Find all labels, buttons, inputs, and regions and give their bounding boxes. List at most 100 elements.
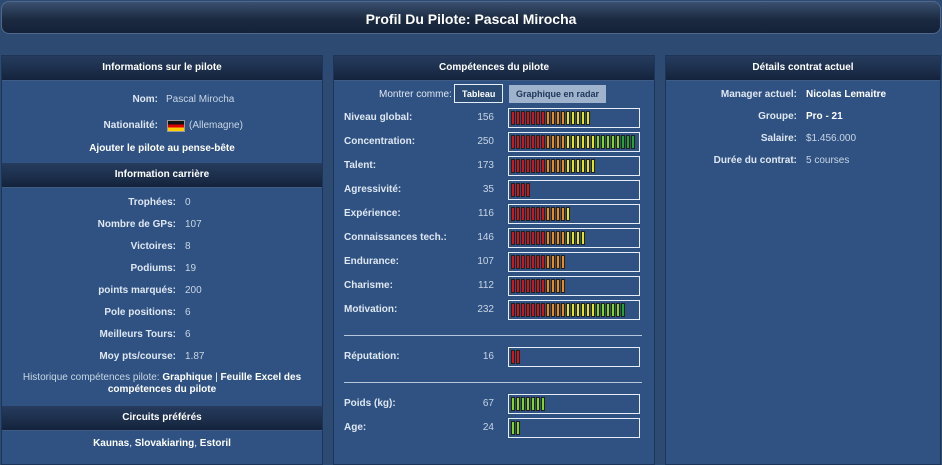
skill-bar-segment [531, 135, 535, 149]
skill-bar-segment [566, 111, 570, 125]
skill-bar-segment [521, 183, 525, 197]
skill-value: 16 [482, 351, 494, 362]
skill-bar-segment [526, 207, 530, 221]
skills-panel: Compétences du pilote Montrer comme: Tab… [333, 55, 655, 465]
contract-label: Groupe: [758, 111, 797, 122]
skill-bar-segment [511, 231, 515, 245]
tab-radar[interactable]: Graphique en radar [509, 85, 607, 103]
skill-bar-segment [511, 397, 515, 411]
skill-row: Charisme: 112 [334, 276, 654, 298]
circuit-sep: , [129, 438, 135, 449]
skill-bar-segment [546, 159, 550, 173]
nationality-value: (Allemagne) [189, 120, 243, 131]
skill-bar-segment [561, 303, 565, 317]
nationality-row: Nationalité: (Allemagne) [2, 120, 322, 134]
history-excel-link[interactable]: Feuille Excel des compétences du pilote [107, 372, 302, 395]
skill-bar-segment [526, 303, 530, 317]
skill-bar-segment [556, 111, 560, 125]
skill-label: Motivation: [344, 304, 398, 315]
skill-row: Motivation: 232 [334, 300, 654, 322]
skill-bar [508, 108, 640, 128]
skill-bar-segment [576, 159, 580, 173]
skill-bar-segment [536, 135, 540, 149]
skill-label: Concentration: [344, 136, 416, 147]
skill-bar-segment [546, 279, 550, 293]
career-label: Moy pts/course: [99, 351, 176, 362]
contract-row: Manager actuel: Nicolas Lemaitre [666, 89, 940, 103]
skill-bar-segment [546, 303, 550, 317]
skill-bar-segment [551, 207, 555, 221]
skill-bar [508, 394, 640, 414]
skill-row: Endurance: 107 [334, 252, 654, 274]
skill-bar-segment [536, 255, 540, 269]
skill-row: Poids (kg): 67 [334, 394, 654, 416]
skill-bar-segment [526, 183, 530, 197]
skill-value: 35 [482, 184, 494, 195]
page-title: Profil Du Pilote: Pascal Mirocha [365, 11, 577, 27]
skill-bar-segment [511, 421, 515, 435]
skill-label: Charisme: [344, 280, 393, 291]
skill-bar-segment [511, 159, 515, 173]
contract-row: Durée du contrat: 5 courses [666, 155, 940, 169]
skill-row: Expérience: 116 [334, 204, 654, 226]
skill-bar-segment [541, 255, 545, 269]
skill-bar-segment [601, 303, 605, 317]
career-value: 0 [185, 197, 191, 208]
skill-bar-segment [551, 135, 555, 149]
circuit-link[interactable]: Kaunas [93, 438, 130, 449]
skill-bar-segment [566, 231, 570, 245]
skill-value: 67 [482, 398, 494, 409]
skill-bar-segment [546, 135, 550, 149]
skill-value: 112 [478, 280, 494, 291]
skill-bar-segment [516, 350, 520, 364]
skill-bar-segment [556, 279, 560, 293]
circuit-link[interactable]: Slovakiaring [134, 438, 195, 449]
skill-bar-segment [536, 159, 540, 173]
skill-bar-segment [516, 183, 520, 197]
skill-bar [508, 228, 640, 248]
skill-bar-segment [561, 207, 565, 221]
divider [344, 335, 642, 336]
skill-bar-segment [571, 303, 575, 317]
skill-bar-segment [546, 255, 550, 269]
skill-bar-segment [516, 111, 520, 125]
contract-value: $1.456.000 [806, 133, 857, 144]
skill-bar-segment [561, 135, 565, 149]
skill-bar-segment [516, 207, 520, 221]
history-prefix: Historique compétences pilote: [22, 372, 160, 383]
skill-bar-segment [591, 303, 595, 317]
circuit-link[interactable]: Estoril [199, 438, 231, 449]
skill-bar-segment [576, 135, 580, 149]
career-row: Trophées: 0 [2, 197, 322, 211]
skill-bar-segment [541, 397, 545, 411]
history-graph-link[interactable]: Graphique [162, 372, 213, 383]
skill-label: Niveau global: [344, 112, 413, 123]
skills-header: Compétences du pilote [334, 56, 654, 81]
skill-label: Talent: [344, 160, 377, 171]
skill-bar-segment [511, 207, 515, 221]
contract-row: Salaire: $1.456.000 [666, 133, 940, 147]
skill-bar [508, 252, 640, 272]
skill-label: Endurance: [344, 256, 400, 267]
skill-bar [508, 418, 640, 438]
skill-bar-segment [576, 303, 580, 317]
career-row: Podiums: 19 [2, 263, 322, 277]
skill-bar-segment [531, 111, 535, 125]
skill-bar-segment [516, 397, 520, 411]
skill-bar-segment [551, 231, 555, 245]
add-to-watchlist-link[interactable]: Ajouter le pilote au pense-bête [89, 143, 235, 154]
skill-bar-segment [556, 159, 560, 173]
skill-bar [508, 132, 640, 152]
skill-bar-segment [551, 159, 555, 173]
skill-bar-segment [521, 279, 525, 293]
skill-bar-segment [556, 135, 560, 149]
skill-bar-segment [561, 255, 565, 269]
skill-bar-segment [571, 135, 575, 149]
skill-bar-segment [521, 207, 525, 221]
skill-bar-segment [536, 207, 540, 221]
skill-bar-segment [521, 135, 525, 149]
page-title-bar: Profil Du Pilote: Pascal Mirocha [1, 1, 941, 34]
skill-bar-segment [621, 303, 625, 317]
skill-bar-segment [611, 135, 615, 149]
tab-table[interactable]: Tableau [454, 84, 504, 103]
